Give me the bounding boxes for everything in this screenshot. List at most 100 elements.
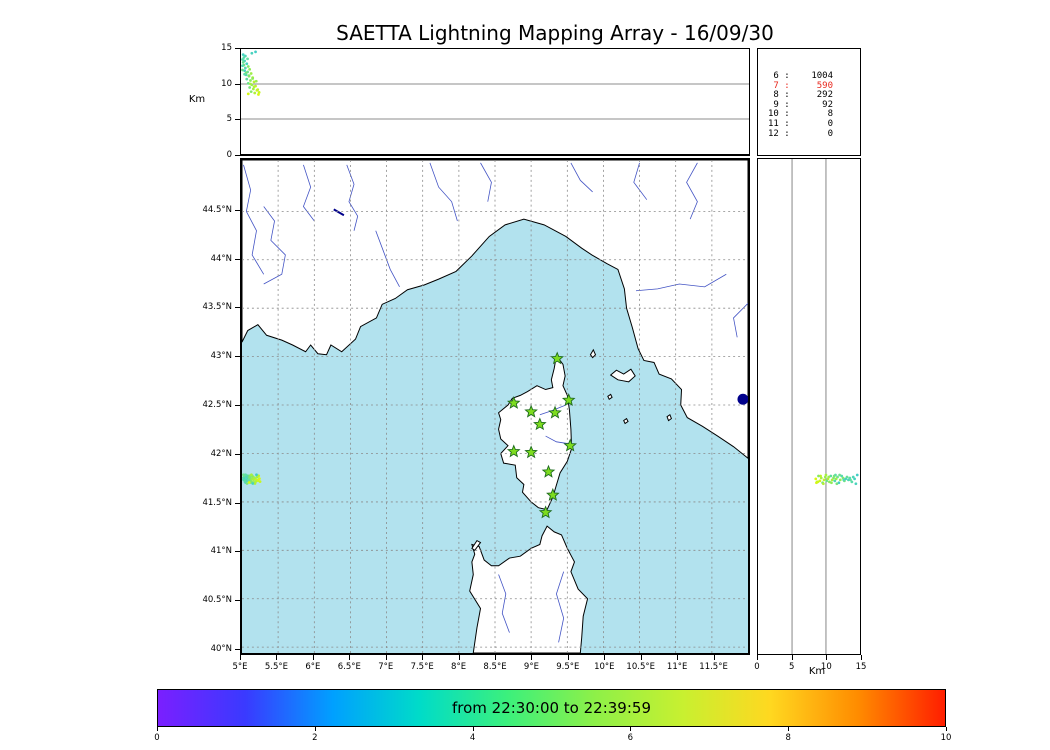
lightning-source-point: [819, 474, 822, 478]
lightning-source-point: [254, 50, 257, 54]
lightning-source-point: [851, 475, 855, 479]
lightning-source-point: [241, 58, 244, 61]
river-line: [555, 571, 565, 643]
latitude-tick-label: 43.5°N: [202, 302, 232, 313]
lightning-source-point: [245, 482, 249, 485]
lightning-source-point: [249, 72, 253, 75]
lma-station-star: [524, 404, 538, 418]
lightning-source-point: [833, 479, 837, 483]
geographic-map-panel: [240, 158, 750, 655]
lightning-source-point: [255, 473, 258, 477]
lightning-source-point: [827, 475, 831, 479]
lma-station-star: [550, 351, 564, 365]
longitude-tick-label: 10.5°E: [626, 662, 655, 672]
lightning-source-point: [251, 482, 255, 485]
lma-station-star: [561, 393, 576, 406]
colorbar-tick-label: 6: [627, 733, 634, 743]
tick-mark: [826, 655, 828, 660]
river-line: [635, 273, 727, 292]
time-colorbar: from 22:30:00 to 22:39:59: [157, 689, 946, 727]
colorbar-tick-label: 4: [469, 733, 476, 743]
tick-mark: [495, 655, 496, 660]
lightning-source-point: [249, 79, 252, 82]
lightning-source-point: [824, 473, 828, 477]
tick-mark: [604, 655, 606, 660]
longitude-tick-label: 10°E: [594, 662, 615, 672]
source-count-row: 11 : 0: [768, 118, 834, 129]
tick-mark: [531, 655, 533, 660]
lightning-source-point: [855, 473, 859, 477]
sardinia-coast: [469, 525, 589, 653]
lightning-source-point: [829, 474, 833, 478]
longitude-tick-label: 6°E: [305, 662, 321, 672]
lightning-source-point: [849, 478, 852, 482]
lightning-source-point: [249, 90, 253, 94]
lma-station-star: [563, 438, 577, 452]
lightning-source-point: [822, 478, 826, 482]
river-line: [633, 162, 648, 200]
lightning-source-point: [243, 72, 246, 76]
longitude-tick-label: 6.5°E: [337, 662, 361, 672]
lightning-source-point: [243, 66, 247, 70]
island: [471, 539, 482, 552]
tick-mark: [458, 655, 460, 660]
latitude-tick-label: 40°N: [210, 644, 232, 655]
lightning-source-point: [258, 480, 262, 483]
altitude-tick-label: 15: [855, 662, 867, 672]
lma-station-star: [506, 444, 521, 458]
river-line: [429, 162, 458, 222]
tick-mark: [472, 727, 474, 731]
tick-mark: [567, 655, 569, 660]
longitude-tick-label: 7.5°E: [410, 662, 434, 672]
lightning-source-point: [241, 60, 245, 64]
lightning-source-point: [817, 474, 820, 478]
altitude-longitude-panel: [240, 48, 750, 156]
lightning-source-point: [256, 88, 260, 91]
lightning-source-point: [248, 86, 252, 89]
lightning-source-point: [250, 51, 254, 55]
source-counts-panel: 6 : 1004 7 : 590 8 : 292 9 : 92 10 : 8 11 …: [757, 48, 861, 156]
lightning-source-point: [249, 82, 252, 86]
lightning-source-point: [244, 473, 247, 477]
lightning-source-point: [245, 62, 249, 66]
lightning-source-point: [254, 79, 258, 83]
tick-mark: [312, 655, 314, 660]
lightning-source-point: [842, 478, 846, 482]
altitude-tick-label: 0: [754, 662, 760, 672]
lightning-source-point: [252, 476, 256, 480]
tick-mark: [861, 655, 862, 660]
tick-mark: [630, 727, 632, 731]
lightning-source-point: [815, 481, 818, 485]
latitude-tick-label: 41°N: [210, 546, 232, 557]
lightning-source-point: [847, 478, 850, 482]
river-line: [498, 574, 510, 633]
figure-title: SAETTA Lightning Mapping Array - 16/09/3…: [336, 21, 774, 45]
latitude-tick-label: 42.5°N: [202, 400, 232, 411]
colorbar-tick-label: 0: [154, 733, 160, 743]
mainland-coast: [242, 160, 748, 459]
lightning-source-point: [253, 482, 257, 485]
latitude-tick-label: 44.5°N: [202, 204, 232, 215]
tick-mark: [314, 727, 316, 731]
altitude-axis-label-top: Km: [188, 94, 206, 105]
longitude-tick-label: 8.5°E: [483, 662, 507, 672]
tick-mark: [157, 727, 158, 731]
source-counts-table: 6 : 1004 7 : 590 8 : 292 9 : 92 10 : 8 11 …: [758, 49, 860, 139]
lightning-source-point: [257, 91, 261, 94]
river-line: [545, 435, 570, 445]
lightning-source-point: [257, 93, 260, 96]
colorbar-tick-label: 2: [312, 733, 318, 743]
lightning-source-point: [257, 474, 261, 478]
island: [623, 417, 629, 425]
tick-mark: [713, 655, 715, 660]
lma-station-star: [524, 445, 538, 459]
lightning-source-point: [253, 91, 257, 95]
latitude-tick-label: 41.5°N: [202, 497, 232, 508]
lightning-source-point: [850, 480, 854, 484]
lightning-source-point: [242, 56, 246, 59]
lma-station-star: [546, 487, 560, 501]
river-line: [263, 206, 286, 285]
lightning-source-point: [243, 69, 246, 73]
lightning-source-point: [840, 474, 844, 478]
